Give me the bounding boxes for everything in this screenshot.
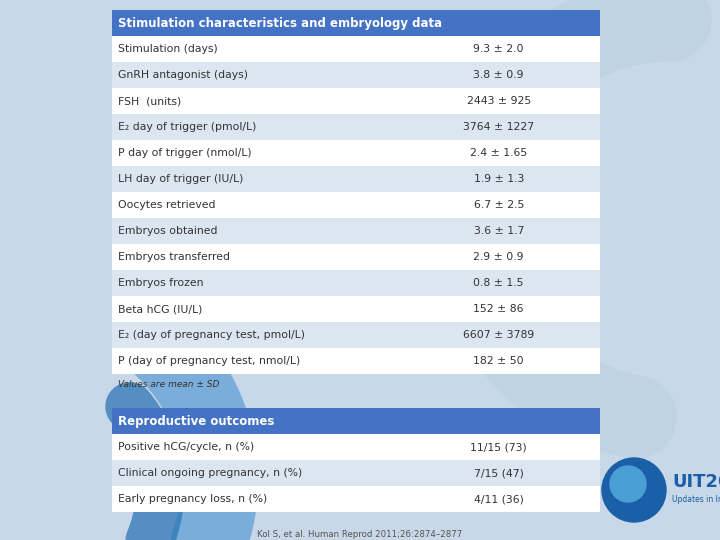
Text: 2.9 ± 0.9: 2.9 ± 0.9 [474, 252, 524, 262]
Bar [112, 192, 600, 218]
Text: E₂ day of trigger (pmol/L): E₂ day of trigger (pmol/L) [118, 122, 256, 132]
Bar [112, 36, 600, 62]
Text: 3.8 ± 0.9: 3.8 ± 0.9 [474, 70, 524, 80]
Text: Kol S, et al. Human Reprod 2011;26:2874–2877: Kol S, et al. Human Reprod 2011;26:2874–… [257, 530, 463, 539]
Text: 6607 ± 3789: 6607 ± 3789 [463, 330, 534, 340]
Text: Stimulation (days): Stimulation (days) [118, 44, 217, 54]
Bar [112, 348, 600, 374]
Text: 6.7 ± 2.5: 6.7 ± 2.5 [474, 200, 524, 210]
Text: LH day of trigger (IU/L): LH day of trigger (IU/L) [118, 174, 243, 184]
Text: Embryos obtained: Embryos obtained [118, 226, 217, 236]
Bar [112, 322, 600, 348]
Text: Oocytes retrieved: Oocytes retrieved [118, 200, 215, 210]
Text: Beta hCG (IU/L): Beta hCG (IU/L) [118, 304, 202, 314]
Text: Values are mean ± SD: Values are mean ± SD [118, 380, 220, 389]
Bar [112, 114, 600, 140]
Bar [112, 434, 600, 460]
Bar [112, 218, 600, 244]
Text: Positive hCG/cycle, n (%): Positive hCG/cycle, n (%) [118, 442, 254, 452]
Text: Embryos transferred: Embryos transferred [118, 252, 230, 262]
Text: E₂ (day of pregnancy test, pmol/L): E₂ (day of pregnancy test, pmol/L) [118, 330, 305, 340]
Bar [112, 10, 600, 36]
Bar [112, 486, 600, 512]
Text: P day of trigger (nmol/L): P day of trigger (nmol/L) [118, 148, 251, 158]
Text: FSH  (units): FSH (units) [118, 96, 181, 106]
Circle shape [610, 466, 646, 502]
Text: 3.6 ± 1.7: 3.6 ± 1.7 [474, 226, 524, 236]
Text: 9.3 ± 2.0: 9.3 ± 2.0 [474, 44, 524, 54]
Bar [112, 166, 600, 192]
Text: 2443 ± 925: 2443 ± 925 [467, 96, 531, 106]
Text: 152 ± 86: 152 ± 86 [474, 304, 524, 314]
Bar [112, 296, 600, 322]
Text: Clinical ongoing pregnancy, n (%): Clinical ongoing pregnancy, n (%) [118, 468, 302, 478]
Text: 182 ± 50: 182 ± 50 [474, 356, 524, 366]
Text: 7/15 (47): 7/15 (47) [474, 468, 523, 478]
Text: Stimulation characteristics and embryology data: Stimulation characteristics and embryolo… [118, 17, 442, 30]
Text: 2.4 ± 1.65: 2.4 ± 1.65 [470, 148, 527, 158]
Text: P (day of pregnancy test, nmol/L): P (day of pregnancy test, nmol/L) [118, 356, 300, 366]
Bar [112, 408, 600, 434]
Text: Embryos frozen: Embryos frozen [118, 278, 204, 288]
Bar [112, 88, 600, 114]
Bar [112, 244, 600, 270]
Bar [112, 62, 600, 88]
Text: Updates in Infertility Treatment: Updates in Infertility Treatment [672, 496, 720, 504]
Bar [112, 270, 600, 296]
Circle shape [602, 458, 666, 522]
Text: Early pregnancy loss, n (%): Early pregnancy loss, n (%) [118, 494, 267, 504]
Text: 0.8 ± 1.5: 0.8 ± 1.5 [474, 278, 524, 288]
Text: UIT2012: UIT2012 [672, 473, 720, 491]
Text: 11/15 (73): 11/15 (73) [470, 442, 527, 452]
Bar [112, 140, 600, 166]
Text: Reproductive outcomes: Reproductive outcomes [118, 415, 274, 428]
Text: GnRH antagonist (days): GnRH antagonist (days) [118, 70, 248, 80]
Text: 3764 ± 1227: 3764 ± 1227 [463, 122, 534, 132]
Text: 1.9 ± 1.3: 1.9 ± 1.3 [474, 174, 524, 184]
Bar [112, 460, 600, 486]
Text: 4/11 (36): 4/11 (36) [474, 494, 523, 504]
